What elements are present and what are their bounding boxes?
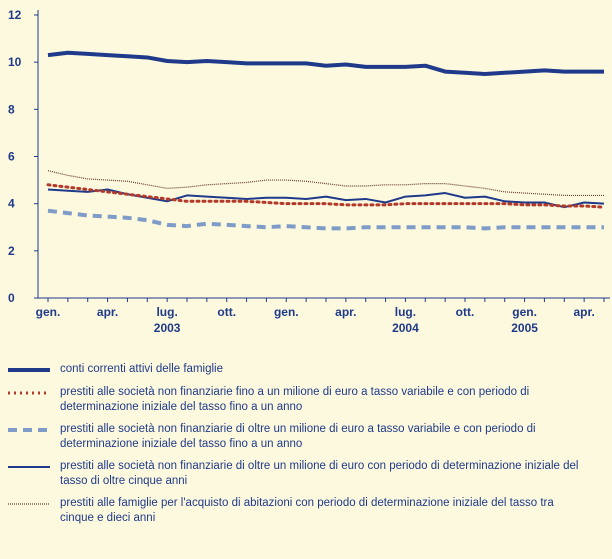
series-line: [47, 208, 604, 231]
chart: 0 2 4 6 8 10 12 gen. apr. lug. 2003 ott. gen. apr. lug…: [8, 8, 610, 335]
legend-item: prestiti alle famiglie per l'acquisto di…: [0, 496, 612, 526]
y-tick-label: 10: [8, 55, 22, 69]
series-line: [47, 170, 604, 197]
x-tick-label: apr.: [335, 305, 356, 319]
legend: conti correnti attivi delle famiglie pres…: [0, 362, 612, 533]
legend-label: prestiti alle società non finanziarie di…: [60, 423, 536, 450]
legend-item: prestiti alle società non finanziarie di…: [0, 459, 612, 489]
x-tick-label: apr.: [573, 305, 594, 319]
year-label: 2004: [392, 321, 419, 335]
legend-swatch: [8, 466, 50, 468]
x-tick-label: apr.: [97, 305, 118, 319]
legend-label: conti correnti attivi delle famiglie: [60, 363, 223, 375]
y-tick-label: 8: [8, 102, 15, 116]
series-line: [47, 188, 605, 209]
year-label: 2003: [154, 321, 181, 335]
x-tick-label: ott.: [217, 305, 236, 319]
series-line: [46, 183, 606, 209]
y-tick-label: 6: [8, 150, 15, 164]
y-tick-label: 4: [8, 197, 15, 211]
y-tick-label: 2: [8, 244, 15, 258]
legend-label: prestiti alle società non finanziarie di…: [60, 460, 579, 487]
x-tick-label: gen.: [274, 305, 299, 319]
x-tick-label: lug.: [156, 305, 177, 319]
y-tick-label: 12: [8, 8, 22, 22]
legend-swatch: [8, 503, 50, 505]
y-tick-label: 0: [8, 291, 15, 305]
legend-swatch: [8, 428, 50, 432]
legend-item: conti correnti attivi delle famiglie: [0, 362, 612, 378]
x-tick-label: ott.: [456, 305, 475, 319]
x-tick-label: lug.: [395, 305, 416, 319]
x-tick-label: gen.: [512, 305, 537, 319]
legend-swatch: [8, 391, 50, 395]
year-label: 2005: [511, 321, 538, 335]
legend-label: prestiti alle famiglie per l'acquisto di…: [60, 497, 554, 524]
legend-swatch: [8, 368, 50, 372]
x-tick-label: gen.: [36, 305, 61, 319]
legend-label: prestiti alle società non finanziarie fi…: [60, 386, 530, 413]
legend-item: prestiti alle società non finanziarie di…: [0, 422, 612, 452]
legend-item: prestiti alle società non finanziarie fi…: [0, 385, 612, 415]
series-line: [47, 50, 604, 76]
